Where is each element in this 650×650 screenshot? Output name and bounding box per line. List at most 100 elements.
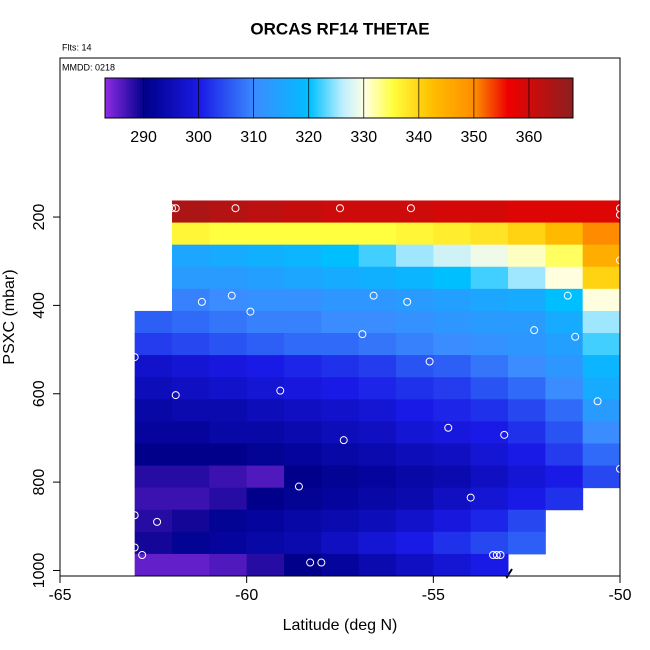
colorbar-step (233, 78, 236, 118)
colorbar-tick-label: 360 (516, 129, 543, 146)
x-tick-label: -50 (608, 587, 631, 604)
heat-cell (172, 421, 210, 444)
colorbar-step (433, 78, 436, 118)
colorbar-step (175, 78, 178, 118)
colorbar-step (337, 78, 340, 118)
heat-cell (508, 487, 546, 511)
heat-cell (284, 553, 322, 577)
heat-cell (582, 266, 621, 290)
heat-cell (246, 200, 285, 224)
colorbar-step (311, 78, 314, 118)
heat-cell (209, 222, 248, 246)
heat-cell (172, 399, 210, 422)
colorbar-step (341, 78, 344, 118)
heat-cell (209, 487, 248, 511)
heat-cell (172, 509, 210, 533)
heat-cell (433, 553, 472, 577)
heat-cell (246, 244, 285, 268)
heat-cell (508, 377, 546, 400)
colorbar-step (281, 78, 284, 118)
heat-cell (358, 310, 397, 334)
colorbar-step (107, 78, 110, 118)
heat-cell (433, 531, 472, 555)
data-point (168, 204, 176, 213)
heat-cell (470, 465, 509, 489)
colorbar-step (149, 78, 152, 118)
heat-cell (209, 333, 248, 356)
heat-cell (396, 377, 434, 400)
colorbar-step (349, 78, 352, 118)
colorbar-step (483, 78, 486, 118)
colorbar-step (387, 78, 390, 118)
heat-cell (470, 244, 509, 268)
colorbar-step (555, 78, 558, 118)
colorbar-step (213, 78, 216, 118)
colorbar-step (397, 78, 400, 118)
colorbar-step (373, 78, 376, 118)
heat-cell (209, 399, 248, 422)
colorbar-step (253, 78, 256, 118)
colorbar-step (225, 78, 228, 118)
data-point (294, 482, 303, 491)
heat-cell (582, 244, 621, 268)
colorbar-step (143, 78, 146, 118)
x-axis-label: Latitude (deg N) (283, 617, 398, 634)
colorbar-step (557, 78, 560, 118)
heat-cell (209, 200, 248, 224)
colorbar-step (325, 78, 328, 118)
colorbar-step (261, 78, 264, 118)
colorbar-step (343, 78, 346, 118)
data-point (138, 551, 147, 560)
colorbar-step (539, 78, 542, 118)
colorbar-step (303, 78, 306, 118)
heat-cell (209, 288, 248, 312)
colorbar-step (517, 78, 520, 118)
heat-cell (284, 288, 322, 312)
data-point (171, 204, 180, 213)
colorbar-step (417, 78, 420, 118)
heat-cell (358, 333, 397, 356)
colorbar-step (499, 78, 502, 118)
data-point (246, 307, 255, 316)
data-point (197, 297, 206, 306)
colorbar-step (333, 78, 336, 118)
heat-cell (209, 310, 248, 334)
colorbar-step (473, 78, 476, 118)
colorbar-step (249, 78, 252, 118)
heat-cell (172, 377, 210, 400)
data-point (306, 558, 315, 567)
heat-cell (508, 531, 546, 555)
data-point (403, 297, 412, 306)
y-axis-label: PSXC (mbar) (1, 269, 18, 364)
heat-cell (172, 244, 210, 268)
data-point (227, 291, 236, 300)
heat-cell (508, 355, 546, 378)
colorbar-step (363, 78, 366, 118)
heat-cell (358, 355, 397, 378)
heat-cell (172, 310, 210, 334)
colorbar-step (365, 78, 368, 118)
colorbar-step (309, 78, 312, 118)
heat-cell (582, 288, 621, 312)
data-point (571, 332, 580, 341)
heat-cell (172, 288, 210, 312)
heat-cell (321, 377, 360, 400)
heat-cell (582, 421, 621, 444)
heat-cell (545, 355, 584, 378)
heat-cell (209, 266, 248, 290)
heat-cell (284, 487, 322, 511)
heat-cell (246, 355, 285, 378)
colorbar-step (157, 78, 160, 118)
data-point (276, 386, 285, 395)
data-point (425, 357, 434, 366)
colorbar-step (369, 78, 372, 118)
heat-cell (470, 443, 509, 467)
colorbar-step (521, 78, 524, 118)
colorbar-step (115, 78, 118, 118)
colorbar-step (553, 78, 556, 118)
colorbar-tick-label: 300 (185, 129, 212, 146)
heat-cell (358, 244, 397, 268)
colorbar-step (507, 78, 510, 118)
colorbar-step (479, 78, 482, 118)
